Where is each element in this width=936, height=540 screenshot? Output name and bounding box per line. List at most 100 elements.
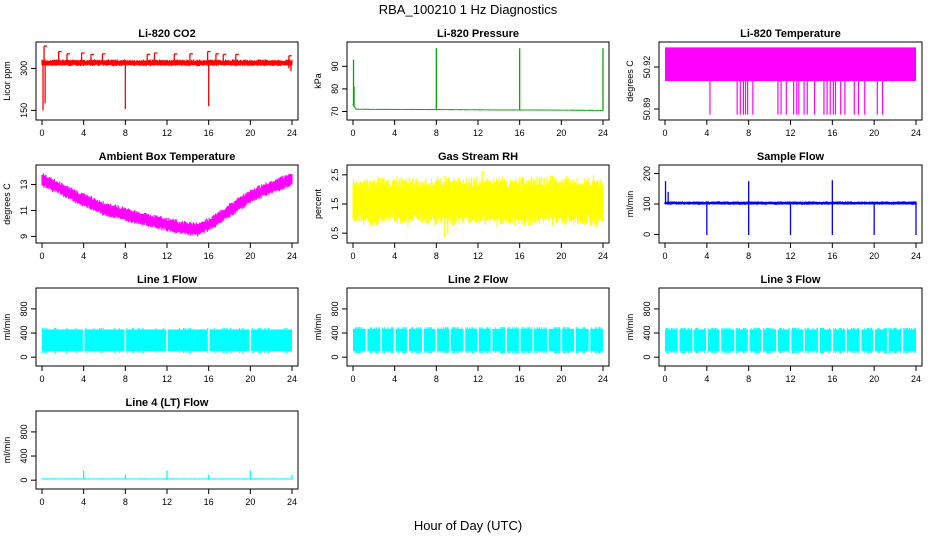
x-tick-label: 8: [434, 374, 439, 384]
x-tick-label: 8: [434, 251, 439, 261]
data-band-segment: [777, 329, 790, 352]
series-6: [664, 180, 917, 236]
x-tick-label: 0: [39, 128, 44, 138]
x-tick-label: 8: [434, 128, 439, 138]
x-tick-label: 4: [704, 128, 709, 138]
data-band-segment: [251, 329, 292, 352]
x-tick-label: 4: [81, 497, 86, 507]
panel-title: Sample Flow: [757, 151, 825, 163]
panel-1: Li-820 CO2 Licor ppm 0 4 8 12 16 20 24 150 300: [2, 28, 299, 138]
x-tick-label: 0: [39, 251, 44, 261]
x-tick-label: 12: [162, 374, 172, 384]
x-tick-label: 12: [785, 128, 795, 138]
x-tick-label: 20: [556, 128, 566, 138]
x-tick-label: 0: [350, 374, 355, 384]
data-band-segment: [42, 329, 83, 352]
y-tick-label: 2.5: [330, 169, 340, 182]
x-tick-label: 8: [123, 251, 128, 261]
panel-title: Ambient Box Temperature: [99, 151, 236, 163]
y-axis-label: ml/min: [2, 437, 12, 464]
y-tick-label: 400: [642, 326, 652, 341]
x-tick-label: 0: [39, 374, 44, 384]
data-band-segment: [861, 329, 874, 352]
x-tick-label: 8: [746, 128, 751, 138]
panel-title: Line 3 Flow: [761, 274, 821, 286]
y-axis-label: degrees C: [2, 183, 12, 225]
y-tick-label: 0: [642, 232, 652, 237]
y-tick-label: 800: [330, 301, 340, 316]
y-tick-label: 0: [19, 355, 29, 360]
data-band-segment: [437, 328, 450, 352]
data-band-segment: [888, 329, 902, 352]
x-tick-label: 12: [785, 374, 795, 384]
series-4: [41, 173, 293, 237]
x-tick-label: 4: [81, 251, 86, 261]
data-band-segment: [520, 328, 533, 352]
x-tick-label: 4: [392, 374, 397, 384]
x-tick-label: 16: [827, 374, 837, 384]
x-tick-label: 8: [746, 374, 751, 384]
y-tick-label: 1.5: [330, 198, 340, 211]
x-tick-label: 16: [515, 251, 525, 261]
x-tick-label: 20: [556, 374, 566, 384]
y-axis-label: ml/min: [625, 191, 635, 218]
data-band-segment: [875, 329, 887, 352]
plot-frame: [346, 287, 610, 367]
data-band-segment: [804, 329, 818, 352]
panel-3: Li-820 Temperature degrees C 0 4 8 12 16 20 24 50…: [625, 28, 923, 138]
figure-title: RBA_100210 1 Hz Diagnostics: [378, 2, 558, 17]
panel-7: Line 1 Flow ml/min 0 4 8 12 16 20 24 0 400 800: [2, 274, 299, 384]
x-tick-label: 20: [245, 497, 255, 507]
y-tick-label: 50.92: [642, 56, 652, 79]
x-tick-label: 8: [123, 497, 128, 507]
x-tick-label: 0: [39, 497, 44, 507]
x-tick-label: 24: [287, 374, 297, 384]
plot-frame: [35, 41, 299, 121]
data-band-segment: [763, 329, 777, 352]
data-band-segment: [665, 329, 678, 352]
series-1: [41, 45, 293, 111]
x-tick-label: 24: [911, 128, 921, 138]
x-tick-label: 0: [662, 251, 667, 261]
y-tick-label: 0: [19, 478, 29, 483]
y-tick-label: 200: [642, 166, 652, 181]
panel-4: Ambient Box Temperature degrees C 0 4 8 12 16 2…: [2, 151, 299, 261]
series-9: [665, 327, 917, 353]
y-axis-label: ml/min: [313, 314, 323, 341]
y-tick-label: 800: [19, 424, 29, 439]
data-band-segment: [707, 329, 720, 352]
panel-title: Line 1 Flow: [137, 274, 197, 286]
y-tick-label: 70: [330, 106, 340, 116]
y-tick-label: 13: [19, 180, 29, 190]
data-band-segment: [791, 329, 804, 352]
x-tick-label: 24: [598, 374, 608, 384]
data-band-segment: [575, 328, 589, 352]
data-band-segment: [167, 329, 208, 352]
data-band-segment: [548, 328, 561, 352]
data-band-segment: [353, 328, 366, 352]
y-tick-label: 90: [330, 61, 340, 71]
data-band-segment: [679, 329, 693, 352]
series-8: [353, 327, 603, 353]
y-axis-label: Licor ppm: [2, 61, 12, 101]
data-band-segment: [465, 328, 478, 352]
x-tick-label: 24: [598, 128, 608, 138]
data-band-segment: [721, 329, 735, 352]
y-axis-label: ml/min: [2, 314, 12, 341]
panel-5: Gas Stream RH percent 0 4 8 12 16 20 24 0.5 1.5 2.5: [313, 151, 610, 261]
y-tick-label: 80: [330, 84, 340, 94]
data-band-segment: [423, 328, 436, 352]
panel-title: Li-820 Pressure: [437, 28, 519, 40]
data-band-segment: [395, 328, 408, 352]
data-band-segment: [590, 328, 603, 352]
x-tick-label: 16: [515, 374, 525, 384]
y-tick-label: 150: [19, 103, 29, 118]
y-tick-label: 400: [19, 326, 29, 341]
panel-title: Li-820 CO2: [138, 28, 195, 40]
panel-title: Gas Stream RH: [438, 151, 518, 163]
panel-2: Li-820 Pressure kPa 0 4 8 12 16 20 24 70 80 90: [313, 28, 610, 138]
x-tick-label: 24: [598, 251, 608, 261]
x-tick-label: 0: [350, 251, 355, 261]
x-tick-label: 8: [123, 128, 128, 138]
